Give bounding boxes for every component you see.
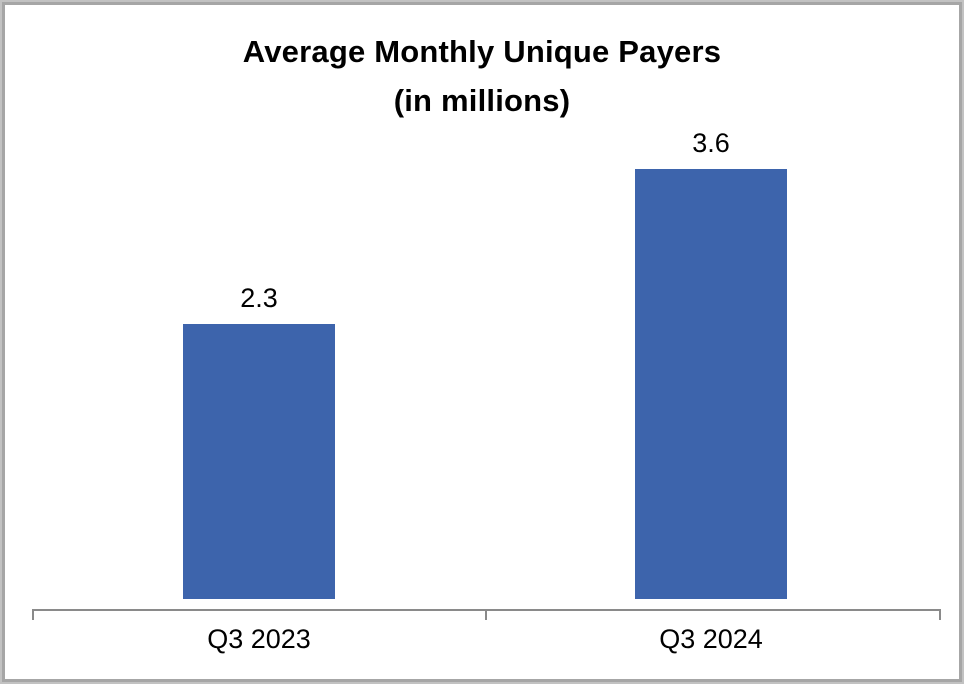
bar-value-label: 3.6 bbox=[692, 128, 730, 158]
x-axis-tick bbox=[939, 609, 941, 620]
chart-title: Average Monthly Unique Payers bbox=[242, 34, 722, 69]
bar-q3-2024 bbox=[635, 169, 787, 599]
bar-chart-average-monthly-unique-payers: Average Monthly Unique Payers (in millio… bbox=[5, 5, 959, 679]
bar-value-label: 2.3 bbox=[240, 283, 278, 313]
bar-group-q3-2023: 2.3 bbox=[183, 283, 335, 599]
x-axis-category-label: Q3 2024 bbox=[659, 624, 763, 654]
bar-group-q3-2024: 3.6 bbox=[635, 128, 787, 599]
x-axis-tick bbox=[485, 609, 487, 620]
chart-subtitle: (in millions) bbox=[393, 83, 571, 118]
bar-q3-2023 bbox=[183, 324, 335, 599]
x-axis-tick bbox=[32, 609, 34, 620]
x-axis-category-label: Q3 2023 bbox=[207, 624, 311, 654]
chart-title-block: Average Monthly Unique Payers (in millio… bbox=[5, 27, 959, 125]
